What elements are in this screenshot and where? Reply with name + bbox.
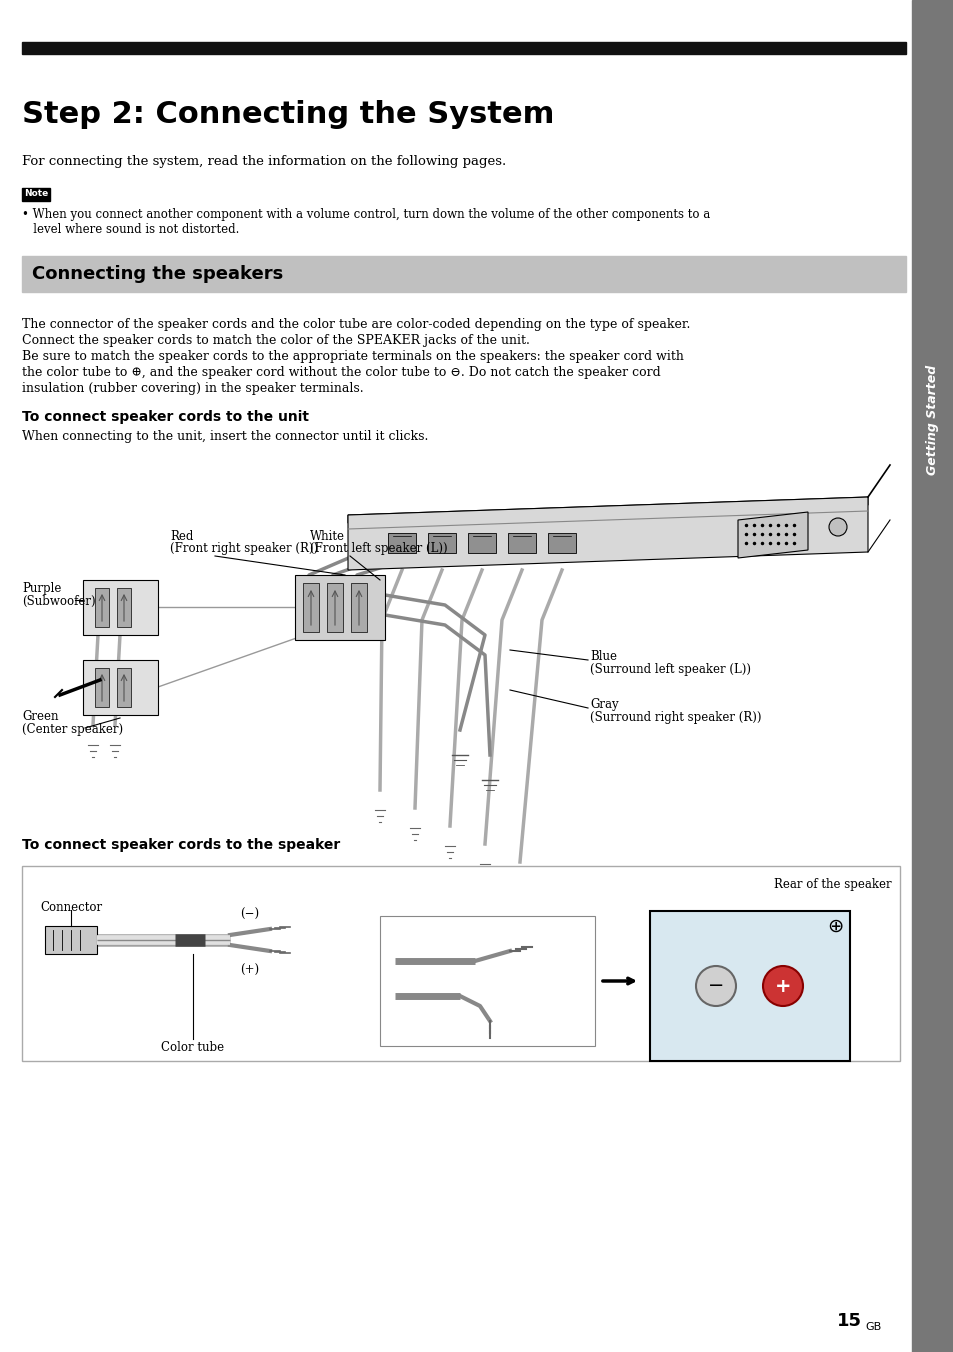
Text: (Surround left speaker (L)): (Surround left speaker (L)) [589,662,750,676]
Text: To connect speaker cords to the unit: To connect speaker cords to the unit [22,410,309,425]
Text: (Surround right speaker (R)): (Surround right speaker (R)) [589,711,760,725]
Text: Blue: Blue [589,650,617,662]
Text: (+): (+) [240,964,259,977]
Bar [22,256,905,292]
Bar [507,533,536,553]
Text: Red: Red [170,530,193,544]
Text: 15: 15 [836,1311,862,1330]
Text: (Subwoofer): (Subwoofer) [22,595,95,608]
Bar [428,533,456,553]
Text: (−): (−) [240,909,259,921]
Polygon shape [348,498,867,523]
Text: Purple: Purple [22,581,61,595]
Bar [95,668,109,707]
Polygon shape [348,498,867,571]
Text: Connecting the speakers: Connecting the speakers [32,265,283,283]
Bar [83,660,158,715]
Text: For connecting the system, read the information on the following pages.: For connecting the system, read the info… [22,155,506,168]
Bar [388,533,416,553]
Polygon shape [738,512,807,558]
Bar [95,588,109,627]
Bar [22,42,905,54]
Text: (Front left speaker (L)): (Front left speaker (L)) [310,542,447,556]
Bar [379,917,595,1046]
Bar [294,575,385,639]
Bar [303,583,318,631]
Text: To connect speaker cords to the speaker: To connect speaker cords to the speaker [22,838,340,852]
Text: Note: Note [24,189,48,199]
Text: the color tube to ⊕, and the speaker cord without the color tube to ⊖. Do not ca: the color tube to ⊕, and the speaker cor… [22,366,660,379]
Text: The connector of the speaker cords and the color tube are color-coded depending : The connector of the speaker cords and t… [22,318,690,331]
Text: Rear of the speaker: Rear of the speaker [774,877,891,891]
Text: White: White [310,530,345,544]
Text: +: + [774,976,790,995]
Circle shape [696,965,735,1006]
Text: Gray: Gray [589,698,618,711]
Text: Be sure to match the speaker cords to the appropriate terminals on the speakers:: Be sure to match the speaker cords to th… [22,350,683,362]
Text: (Front right speaker (R)): (Front right speaker (R)) [170,542,317,556]
Text: • When you connect another component with a volume control, turn down the volume: • When you connect another component wit… [22,208,709,220]
Text: insulation (rubber covering) in the speaker terminals.: insulation (rubber covering) in the spea… [22,383,363,395]
Text: −: − [707,976,723,995]
Bar [117,588,131,627]
Bar [83,580,158,635]
Bar [649,911,849,1061]
Text: level where sound is not distorted.: level where sound is not distorted. [22,223,239,237]
Bar [117,668,131,707]
Text: Getting Started: Getting Started [925,365,939,475]
Bar [351,583,367,631]
Bar [22,188,50,201]
Text: GB: GB [864,1322,881,1332]
Text: Color tube: Color tube [161,1041,224,1055]
Circle shape [762,965,802,1006]
Text: Connect the speaker cords to match the color of the SPEAKER jacks of the unit.: Connect the speaker cords to match the c… [22,334,529,347]
Text: Step 2: Connecting the System: Step 2: Connecting the System [22,100,554,128]
Bar [22,867,899,1061]
Text: ⊕: ⊕ [826,917,842,936]
Bar [45,926,97,955]
Bar [327,583,343,631]
Text: (Center speaker): (Center speaker) [22,723,123,735]
Bar [911,0,953,1352]
Bar [468,533,496,553]
Text: Connector: Connector [40,900,102,914]
Text: Green: Green [22,710,58,723]
Bar [547,533,576,553]
Text: When connecting to the unit, insert the connector until it clicks.: When connecting to the unit, insert the … [22,430,428,443]
Circle shape [828,518,846,535]
